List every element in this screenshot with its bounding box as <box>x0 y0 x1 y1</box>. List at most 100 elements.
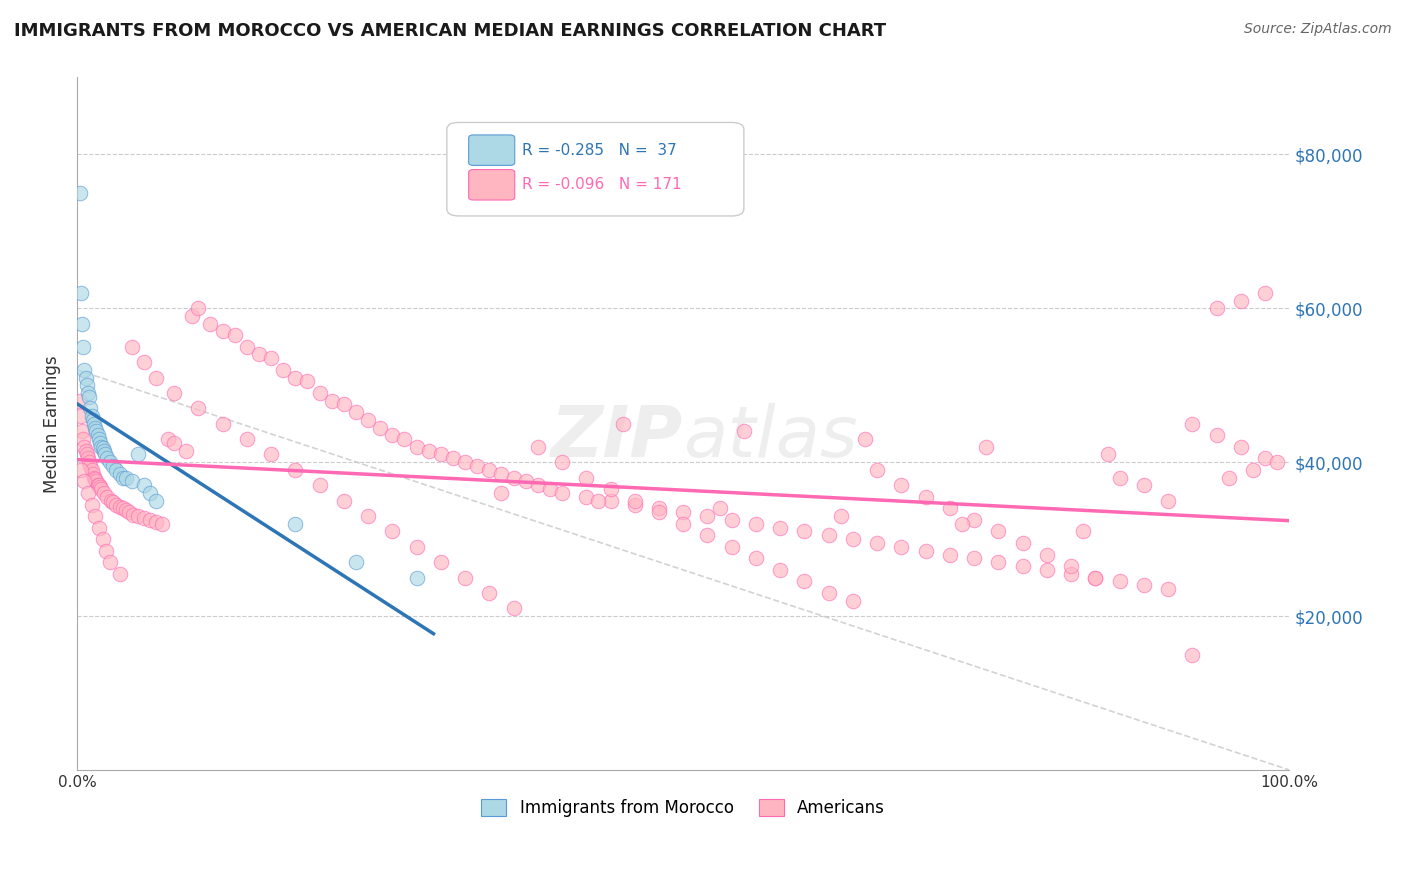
Point <box>672 516 695 531</box>
Text: R = -0.285   N =  37: R = -0.285 N = 37 <box>522 143 676 158</box>
Point <box>1181 648 1204 662</box>
Point <box>84 420 107 434</box>
Point <box>96 543 118 558</box>
Text: IMMIGRANTS FROM MOROCCO VS AMERICAN MEDIAN EARNINGS CORRELATION CHART: IMMIGRANTS FROM MOROCCO VS AMERICAN MEDI… <box>14 22 886 40</box>
Point <box>1254 285 1277 300</box>
Point <box>1230 293 1253 308</box>
Point <box>187 301 209 316</box>
Point <box>963 513 986 527</box>
Point <box>575 490 598 504</box>
Point <box>84 509 107 524</box>
Point <box>108 467 131 481</box>
Point <box>79 458 101 473</box>
Point <box>98 455 121 469</box>
Point <box>108 500 131 514</box>
Legend: Immigrants from Morocco, Americans: Immigrants from Morocco, Americans <box>475 792 891 824</box>
Point <box>853 432 876 446</box>
Point <box>224 328 246 343</box>
Point <box>86 475 108 489</box>
Point <box>139 486 162 500</box>
Point <box>114 503 136 517</box>
Point <box>86 425 108 439</box>
Point <box>1071 524 1094 539</box>
Text: R = -0.096   N = 171: R = -0.096 N = 171 <box>522 178 682 193</box>
Point <box>745 551 768 566</box>
Point <box>1205 428 1227 442</box>
Point <box>551 455 574 469</box>
Point <box>1060 559 1083 574</box>
Point <box>82 467 104 481</box>
Point <box>91 442 114 456</box>
Point <box>69 409 91 423</box>
Point <box>89 436 111 450</box>
Point <box>344 555 367 569</box>
Point <box>405 540 427 554</box>
Point <box>599 493 621 508</box>
Point <box>93 486 115 500</box>
Point <box>308 478 330 492</box>
Point <box>333 397 356 411</box>
Point <box>817 586 839 600</box>
Point <box>381 428 404 442</box>
Point <box>939 501 962 516</box>
Point <box>260 351 283 366</box>
Y-axis label: Median Earnings: Median Earnings <box>44 355 60 492</box>
Point <box>405 571 427 585</box>
Point <box>181 309 204 323</box>
Point <box>80 463 103 477</box>
Point <box>77 390 100 404</box>
FancyBboxPatch shape <box>447 122 744 216</box>
Point <box>297 375 319 389</box>
Point <box>454 571 477 585</box>
Point <box>502 601 524 615</box>
Point <box>1084 571 1107 585</box>
Point <box>77 386 100 401</box>
Point <box>696 528 718 542</box>
Point <box>551 486 574 500</box>
Point <box>211 417 233 431</box>
Point <box>139 513 162 527</box>
Point <box>357 413 380 427</box>
Point <box>91 532 114 546</box>
Point <box>108 566 131 581</box>
Point <box>73 440 96 454</box>
Point <box>163 386 186 401</box>
Point <box>696 509 718 524</box>
Point <box>236 340 259 354</box>
Point <box>526 440 548 454</box>
Point <box>163 436 186 450</box>
Point <box>98 555 121 569</box>
Point <box>950 516 973 531</box>
Point <box>114 470 136 484</box>
Point <box>405 440 427 454</box>
Point <box>394 432 416 446</box>
Point <box>1036 563 1059 577</box>
Point <box>187 401 209 416</box>
Point <box>430 555 453 569</box>
Point <box>69 393 91 408</box>
Point <box>127 448 149 462</box>
Point <box>465 458 488 473</box>
Point <box>381 524 404 539</box>
Point <box>745 516 768 531</box>
Point <box>817 528 839 542</box>
Point <box>236 432 259 446</box>
Point <box>79 401 101 416</box>
Point <box>121 508 143 522</box>
Point <box>866 536 889 550</box>
Point <box>976 440 998 454</box>
Point <box>87 478 110 492</box>
Point <box>575 470 598 484</box>
Point <box>132 478 155 492</box>
Point <box>623 498 645 512</box>
Point <box>769 563 792 577</box>
Point <box>1265 455 1288 469</box>
Point <box>1241 463 1264 477</box>
Point <box>733 425 755 439</box>
Point <box>73 363 96 377</box>
Point <box>121 340 143 354</box>
Point <box>87 432 110 446</box>
Point <box>72 340 94 354</box>
Point <box>720 540 742 554</box>
Point <box>648 505 671 519</box>
